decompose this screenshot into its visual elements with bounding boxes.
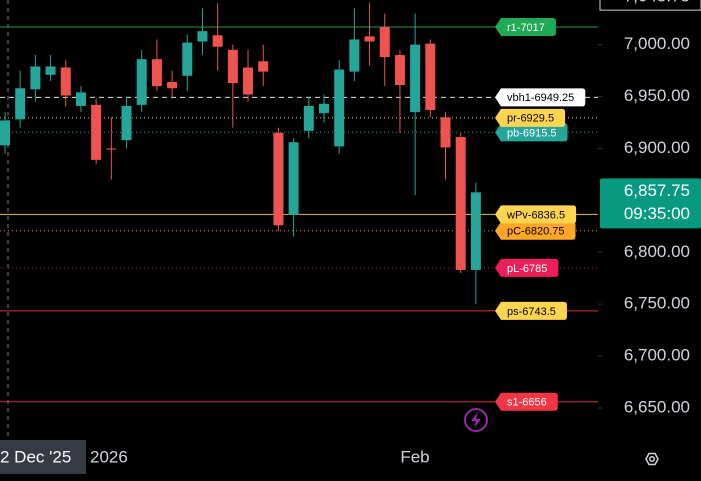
level-tag: pL-6785 xyxy=(495,258,559,277)
x-tick-label: 2 Dec '25 xyxy=(0,447,71,466)
candle-body xyxy=(15,88,26,120)
candle-body xyxy=(349,39,360,72)
y-tick-label: 6,800.00 xyxy=(624,242,690,261)
candle-body xyxy=(212,35,223,47)
icon-hex xyxy=(645,452,659,466)
x-label-bg xyxy=(0,440,86,474)
candle-body xyxy=(91,104,102,160)
candle-body xyxy=(410,44,421,113)
level-label: pr-6929.5 xyxy=(507,113,554,125)
level-tag: s1-6656 xyxy=(495,392,558,411)
y-tick-label: 7,000.00 xyxy=(624,34,690,53)
candle-body xyxy=(379,26,390,58)
level-tag: vbh1-6949.25 xyxy=(495,88,586,107)
level-tag-bg xyxy=(495,205,577,224)
candle-body xyxy=(440,117,451,148)
candle-body xyxy=(273,132,284,226)
level-tag-bg xyxy=(495,221,576,240)
candle-body xyxy=(227,49,238,84)
level-tag-bg xyxy=(495,17,556,36)
icon-circle xyxy=(464,408,488,432)
y-tick-label: 6,750.00 xyxy=(624,294,690,313)
candle-body xyxy=(318,103,329,114)
candle-body xyxy=(197,31,208,42)
candle-body xyxy=(334,69,345,147)
candle-body xyxy=(470,192,481,270)
candle-body xyxy=(60,67,71,96)
level-tag-bg xyxy=(495,123,568,142)
candle-body xyxy=(106,148,117,150)
candle-body xyxy=(303,105,314,131)
candle-body xyxy=(455,137,466,270)
level-label: pL-6785 xyxy=(507,263,547,275)
y-tick-label: 6,900.00 xyxy=(624,138,690,157)
lightning-icon[interactable] xyxy=(464,408,488,432)
level-tag-bg xyxy=(495,88,586,107)
level-tag-bg xyxy=(495,108,566,127)
level-label: pC-6820.75 xyxy=(507,226,565,238)
level-label: r1-7017 xyxy=(507,22,545,34)
top-price-label: 7,045.75 xyxy=(624,0,690,6)
level-tag: pC-6820.75 xyxy=(495,221,576,240)
last-price-label: 6,857.75 xyxy=(624,181,690,200)
candle-body xyxy=(243,67,254,95)
level-tag-bg xyxy=(495,301,567,320)
candle-body xyxy=(425,43,436,111)
candle-body xyxy=(394,55,405,86)
level-tag-bg xyxy=(495,258,559,277)
level-tag: ps-6743.5 xyxy=(495,301,567,320)
candle-body xyxy=(136,59,147,105)
settings-icon[interactable] xyxy=(645,452,659,466)
candle-body xyxy=(182,42,193,76)
candle-body xyxy=(258,61,269,72)
candle-body xyxy=(288,142,299,215)
x-tick-label: 2026 xyxy=(90,447,128,466)
candle-body xyxy=(75,92,86,106)
y-tick-label: 6,650.00 xyxy=(624,397,690,416)
y-tick-label: 6,950.00 xyxy=(624,86,690,105)
top-price-bg xyxy=(599,0,701,11)
candle-body xyxy=(167,82,178,89)
candle-body xyxy=(30,66,41,90)
candle-body xyxy=(0,120,10,146)
last-price-bg xyxy=(600,178,701,229)
y-tick-label: 6,700.00 xyxy=(624,346,690,365)
last-price-time: 09:35:00 xyxy=(624,204,690,223)
candle-body xyxy=(151,59,162,87)
level-label: wPv-6836.5 xyxy=(506,209,565,221)
candle-body xyxy=(45,66,56,75)
level-tag: pb-6915.5 xyxy=(495,123,568,142)
level-label: vbh1-6949.25 xyxy=(507,92,574,104)
level-label: pb-6915.5 xyxy=(507,127,557,139)
level-tag: wPv-6836.5 xyxy=(495,205,577,224)
icon-dot xyxy=(648,455,656,463)
level-tag: r1-7017 xyxy=(495,17,556,36)
x-tick-label: Feb xyxy=(400,447,429,466)
level-label: s1-6656 xyxy=(507,397,547,409)
level-tag-bg xyxy=(495,392,558,411)
level-label: ps-6743.5 xyxy=(507,306,556,318)
candle-body xyxy=(121,105,132,141)
icon-bolt xyxy=(471,412,481,428)
candle-body xyxy=(364,36,375,42)
level-tag: pr-6929.5 xyxy=(495,108,566,127)
